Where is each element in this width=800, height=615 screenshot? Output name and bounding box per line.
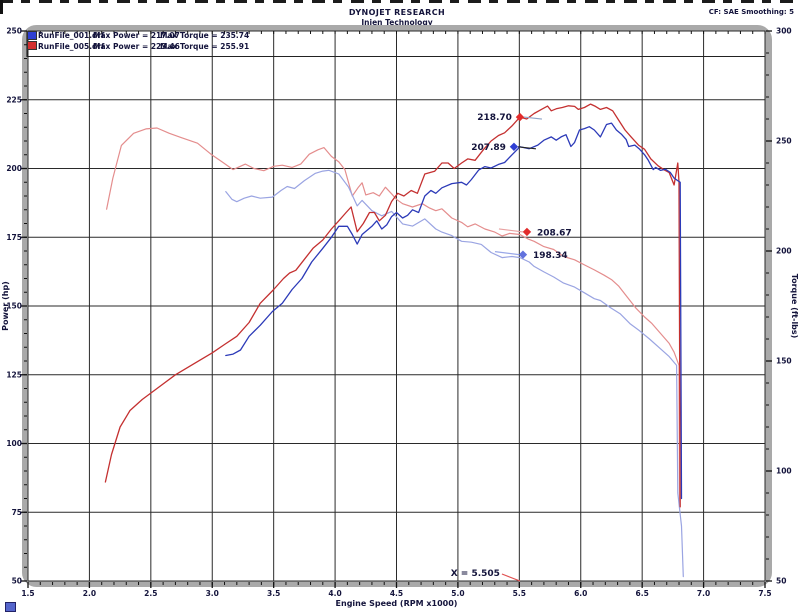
x-tick-label: 5.5 [513,589,526,598]
marker-value-label: 208.67 [537,228,572,238]
marker-leader [494,251,520,256]
x-tick-label: 7.0 [697,589,710,598]
marker-leader [517,146,537,150]
run1-max-torque-label: Max Torque = 235.74 [160,31,250,40]
marker-leader [498,228,524,233]
x-tick-label: 3.0 [206,589,219,598]
curve-runfile-005-drf-torque [105,127,681,509]
left-tick-label: 250 [6,27,22,36]
right-tick-label: 50 [776,577,786,586]
marker-leader [523,116,543,120]
run1-flag-icon [27,31,37,40]
run5-max-torque-label: Max Torque = 255.91 [160,42,250,51]
right-tick-label: 300 [776,27,792,36]
left-tick-label: 100 [6,439,22,448]
x-tick-label: 3.5 [267,589,280,598]
marker-diamond [518,250,528,259]
right-tick-label: 250 [776,137,792,146]
run1-file-label: RunFile_001.drf [38,31,105,40]
right-tick-label: 200 [776,247,792,256]
run5-max-power-label: Max Power = 223.46 [93,42,180,51]
x-tick-label: 6.5 [636,589,649,598]
marker-diamond [509,142,519,152]
curve-runfile-005-drf-power [104,103,681,508]
left-tick-label: 175 [6,233,22,242]
run5-flag-icon [27,41,37,50]
right-tick-label: 150 [776,357,792,366]
marker-value-label: 207.89 [471,143,506,153]
left-axis-title: Power (hp) [1,281,10,331]
left-tick-label: 200 [6,164,22,173]
marker-diamond [515,112,525,122]
page-subtitle: Injen Technology [361,18,433,27]
run5-file-label: RunFile_005.drf [38,42,105,51]
left-tick-label: 75 [12,508,22,517]
x-tick-label: 7.5 [758,589,771,598]
correction-settings-label: CF: SAE Smoothing: 5 [708,8,794,16]
scan-edge-dashes [0,0,800,3]
curve-runfile-001-drf-torque [225,169,684,578]
x-tick-label: 1.5 [21,589,34,598]
left-tick-label: 225 [6,95,22,104]
scan-corner-mark [0,0,3,14]
left-tick-label: 125 [6,370,22,379]
right-tick-label: 100 [776,467,792,476]
marker-diamond [522,227,532,237]
scan-artifact-square [5,602,16,612]
x-tick-label: 5.0 [451,589,464,598]
x-tick-label: 6.0 [574,589,587,598]
run1-max-power-label: Max Power = 217.07 [93,31,180,40]
x-tick-label: 2.5 [144,589,157,598]
marker-value-label: 198.34 [533,251,568,261]
cursor-leader [501,573,521,582]
x-tick-label: 4.5 [390,589,403,598]
x-tick-label: 2.0 [83,589,96,598]
left-tick-label: 50 [12,577,22,586]
x-axis-title: Engine Speed (RPM x1000) [336,599,458,608]
curve-runfile-001-drf-power [225,122,683,500]
x-cursor-label: X = 5.505 [451,569,500,579]
marker-value-label: 218.70 [477,113,512,123]
right-axis-title: Torque (ft-lbs) [790,274,799,339]
page-title: DYNOJET RESEARCH [348,8,446,17]
left-tick-label: 150 [6,302,22,311]
x-tick-label: 4.0 [328,589,341,598]
